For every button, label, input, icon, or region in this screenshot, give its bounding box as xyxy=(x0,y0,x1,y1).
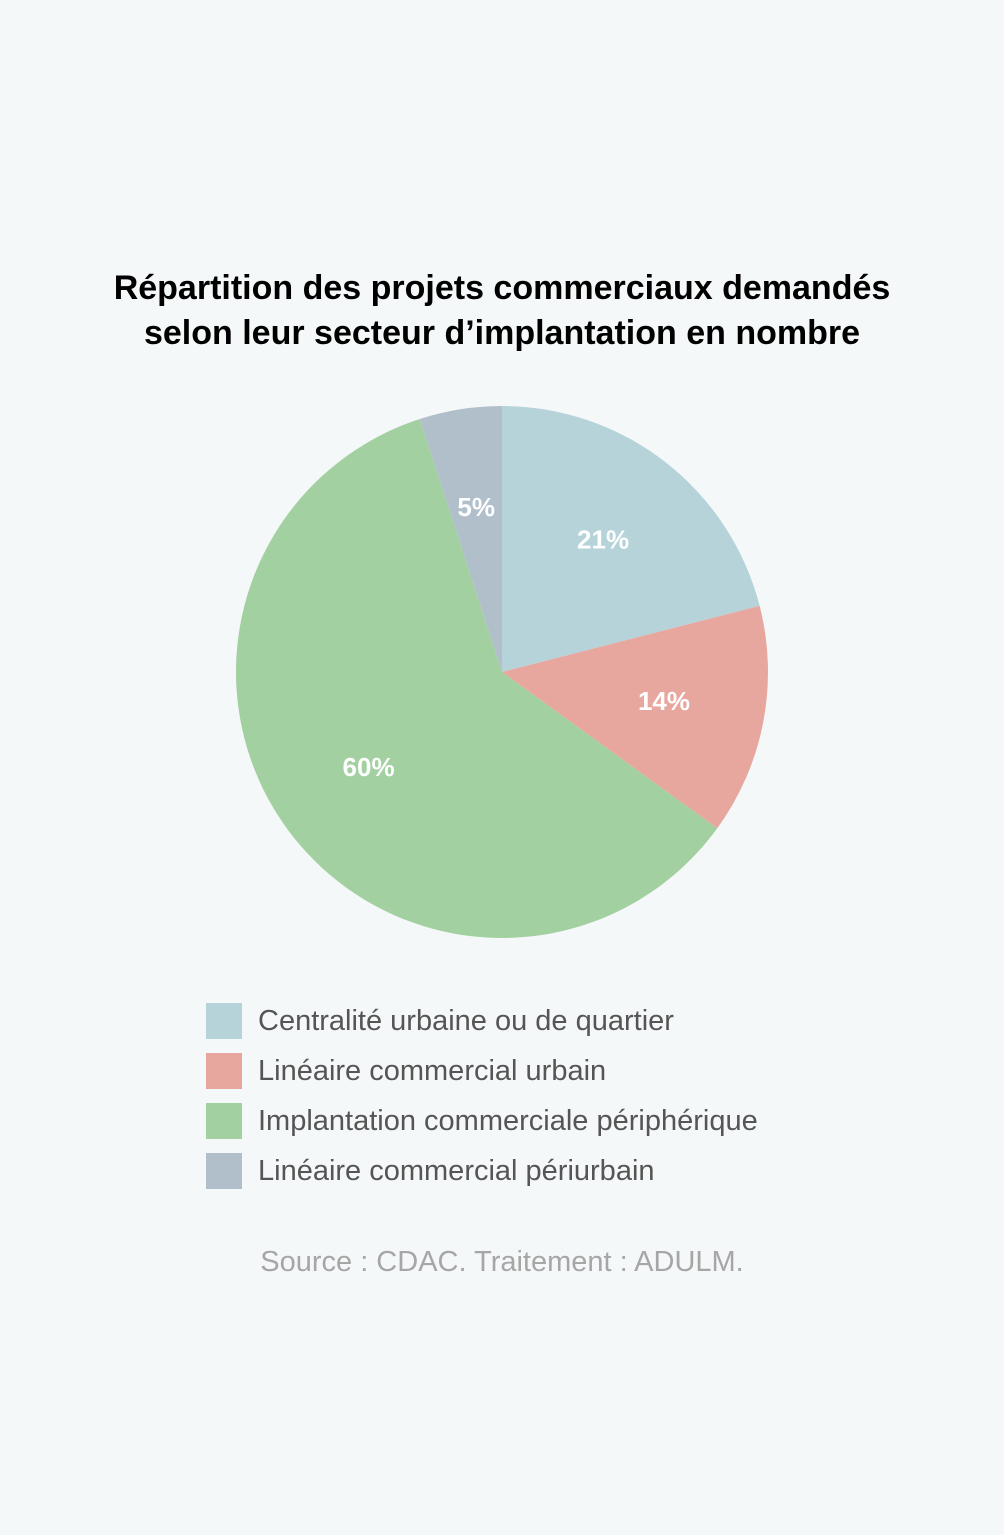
pie-slice-1 xyxy=(502,406,760,672)
legend-swatch-4 xyxy=(206,1153,242,1189)
legend-swatch-1 xyxy=(206,1003,242,1039)
legend-item-1: Centralité urbaine ou de quartier xyxy=(206,996,758,1046)
slice-label-4: 5% xyxy=(457,492,495,522)
legend-item-2: Linéaire commercial urbain xyxy=(206,1046,758,1096)
slice-label-3: 60% xyxy=(343,752,395,782)
chart-title: Répartition des projets commerciaux dema… xyxy=(0,266,1004,356)
legend: Centralité urbaine ou de quartier Linéair… xyxy=(206,996,758,1196)
pie-slice-3 xyxy=(236,419,718,939)
legend-item-4: Linéaire commercial périurbain xyxy=(206,1146,758,1196)
legend-swatch-3 xyxy=(206,1103,242,1139)
legend-label-2: Linéaire commercial urbain xyxy=(258,1054,607,1087)
pie-chart: 21% 14% 60% 5% xyxy=(236,406,768,939)
pie-slice-2 xyxy=(502,605,768,829)
chart-title-line-1: Répartition des projets commerciaux dema… xyxy=(113,269,891,307)
slice-label-1: 21% xyxy=(577,525,629,555)
source-note: Source : CDAC. Traitement : ADULM. xyxy=(260,1246,744,1278)
legend-label-4: Linéaire commercial périurbain xyxy=(258,1154,655,1187)
legend-label-3: Implantation commerciale périphérique xyxy=(258,1104,758,1137)
chart-title-line-2: selon leur secteur d’implantation en nom… xyxy=(143,314,861,352)
pie-slice-4 xyxy=(419,406,502,672)
legend-swatch-2 xyxy=(206,1053,242,1089)
slice-label-2: 14% xyxy=(638,686,690,716)
legend-item-3: Implantation commerciale périphérique xyxy=(206,1096,758,1146)
legend-label-1: Centralité urbaine ou de quartier xyxy=(258,1004,674,1037)
